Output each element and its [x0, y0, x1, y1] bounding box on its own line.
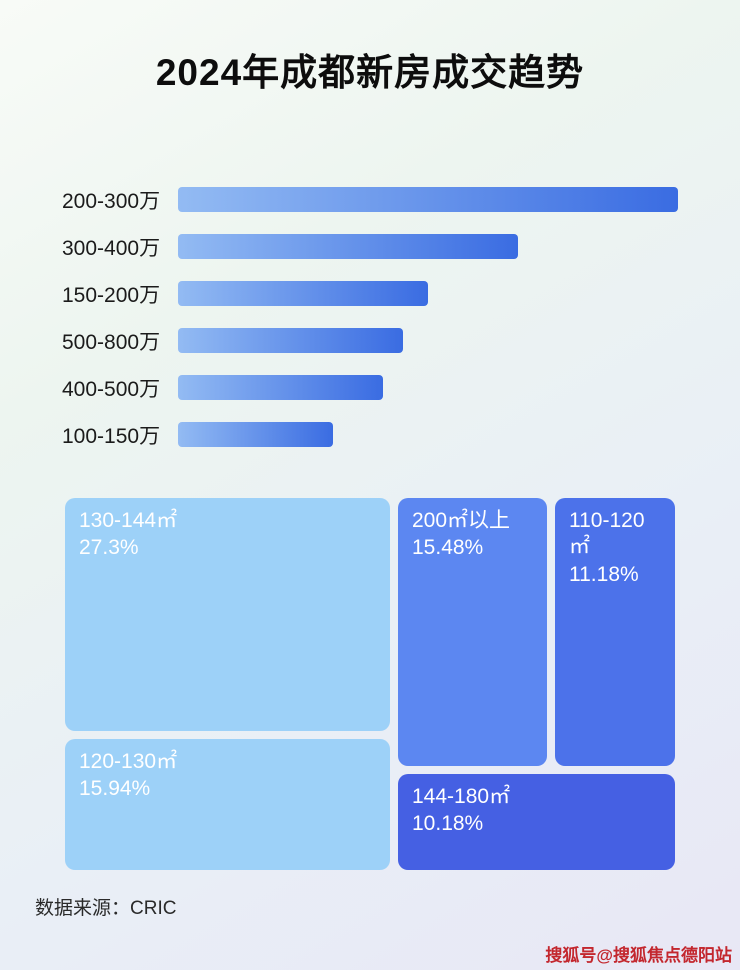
- bar-track: [178, 187, 678, 212]
- bar-row: 500-800万: [62, 317, 678, 364]
- bar: [178, 281, 428, 306]
- bar-track: [178, 375, 678, 400]
- bar: [178, 375, 383, 400]
- treemap-block-label: 144-180㎡: [412, 785, 511, 808]
- bar-category-label: 500-800万: [62, 330, 161, 354]
- bar: [178, 422, 333, 447]
- treemap-block-144-180: 144-180㎡ 10.18%: [398, 774, 675, 870]
- bar: [178, 234, 518, 259]
- bar-track: [178, 422, 678, 447]
- bar-category-label: 150-200万: [62, 283, 161, 307]
- bar-row: 400-500万: [62, 364, 678, 411]
- bar-category-label: 300-400万: [62, 236, 161, 260]
- bar-row: 200-300万: [62, 176, 678, 223]
- bar-row: 150-200万: [62, 270, 678, 317]
- treemap-block-value: 27.3%: [79, 536, 139, 560]
- treemap-block-value: 10.18%: [412, 812, 484, 836]
- bar: [178, 187, 678, 212]
- treemap-block-value: 15.94%: [79, 777, 151, 801]
- treemap-block-110-120: 110-120㎡ 11.18%: [555, 498, 675, 766]
- treemap-block-120-130: 120-130㎡ 15.94%: [65, 739, 390, 870]
- bar-category-label: 200-300万: [62, 189, 161, 213]
- bar-track: [178, 328, 678, 353]
- data-source-label: 数据来源：CRIC: [35, 898, 177, 919]
- bar: [178, 328, 403, 353]
- treemap-block-label: 200㎡以上: [412, 509, 511, 532]
- bar-category-label: 400-500万: [62, 377, 161, 401]
- treemap-block-130-144: 130-144㎡ 27.3%: [65, 498, 390, 731]
- treemap-block-200-plus: 200㎡以上 15.48%: [398, 498, 547, 766]
- treemap-block-value: 15.48%: [412, 536, 484, 560]
- page-title: 2024年成都新房成交趋势: [155, 52, 585, 93]
- bar-track: [178, 281, 678, 306]
- treemap-block-value: 11.18%: [569, 562, 639, 586]
- price-range-bar-chart: 200-300万 300-400万 150-200万 500-800万 400-500万…: [62, 176, 678, 458]
- bar-category-label: 100-150万: [62, 424, 161, 448]
- bar-row: 300-400万: [62, 223, 678, 270]
- treemap-block-label: 120-130㎡: [79, 750, 178, 773]
- treemap-block-label: 130-144㎡: [79, 509, 178, 532]
- treemap-block-label: 110-120㎡: [569, 509, 645, 559]
- bar-track: [178, 234, 678, 259]
- watermark-text: 搜狐号@搜狐焦点德阳站: [545, 946, 732, 965]
- area-share-treemap: 130-144㎡ 27.3% 200㎡以上 15.48% 110-120㎡ 11…: [65, 498, 675, 870]
- bar-row: 100-150万: [62, 411, 678, 458]
